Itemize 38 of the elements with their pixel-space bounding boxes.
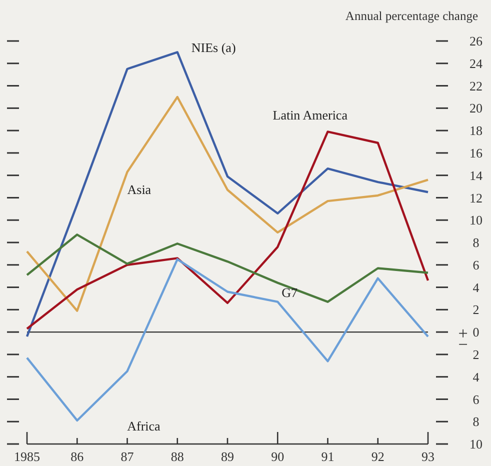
line-series [26,96,430,312]
y-tick-label: 14 [470,168,483,183]
y-tick-label: 18 [470,123,482,138]
y-tick-label: 16 [470,145,483,160]
x-tick-label: 89 [221,449,234,464]
x-tick-label: 88 [170,449,184,464]
y-tick-label: 4 [472,280,480,295]
x-tick-label: 90 [271,449,284,464]
text: Africa [127,418,161,434]
y-tick-label: 2 [472,346,480,362]
y-tick-label: 4 [472,369,480,384]
y-tick-label: 0 [472,324,480,340]
y-tick-label: 24 [470,56,483,71]
series-label: G7 [282,284,298,300]
y-tick-label: 22 [470,78,482,94]
line-series [26,234,430,303]
y-axis-title: Annual percentage change [345,9,478,23]
y-tick-label: 10 [470,212,482,228]
x-tick-label: 93 [422,449,434,464]
x-tick-label: 91 [321,449,334,464]
x-tick-label: 1985 [14,449,40,464]
y-tick-label: 10 [470,436,482,452]
line-series [26,258,430,422]
series-label: NIEs (a) [191,40,236,56]
line-series [26,130,430,330]
x-tick-label: 92 [371,449,384,464]
y-tick-label: 6 [472,257,480,272]
y-tick-label: 8 [472,235,480,250]
y-tick-label: 2 [472,302,480,318]
y-tick-label: 12 [470,190,482,206]
y-tick-label: 6 [472,392,480,407]
y-tick-label: 20 [470,100,482,116]
y-tick-label: 8 [472,414,480,430]
series-label: Asia [127,182,152,197]
x-tick-label: 87 [120,449,134,464]
x-tick-label: 86 [70,449,84,464]
y-tick-label: 26 [470,34,483,49]
series-label: Latin America [272,108,348,123]
